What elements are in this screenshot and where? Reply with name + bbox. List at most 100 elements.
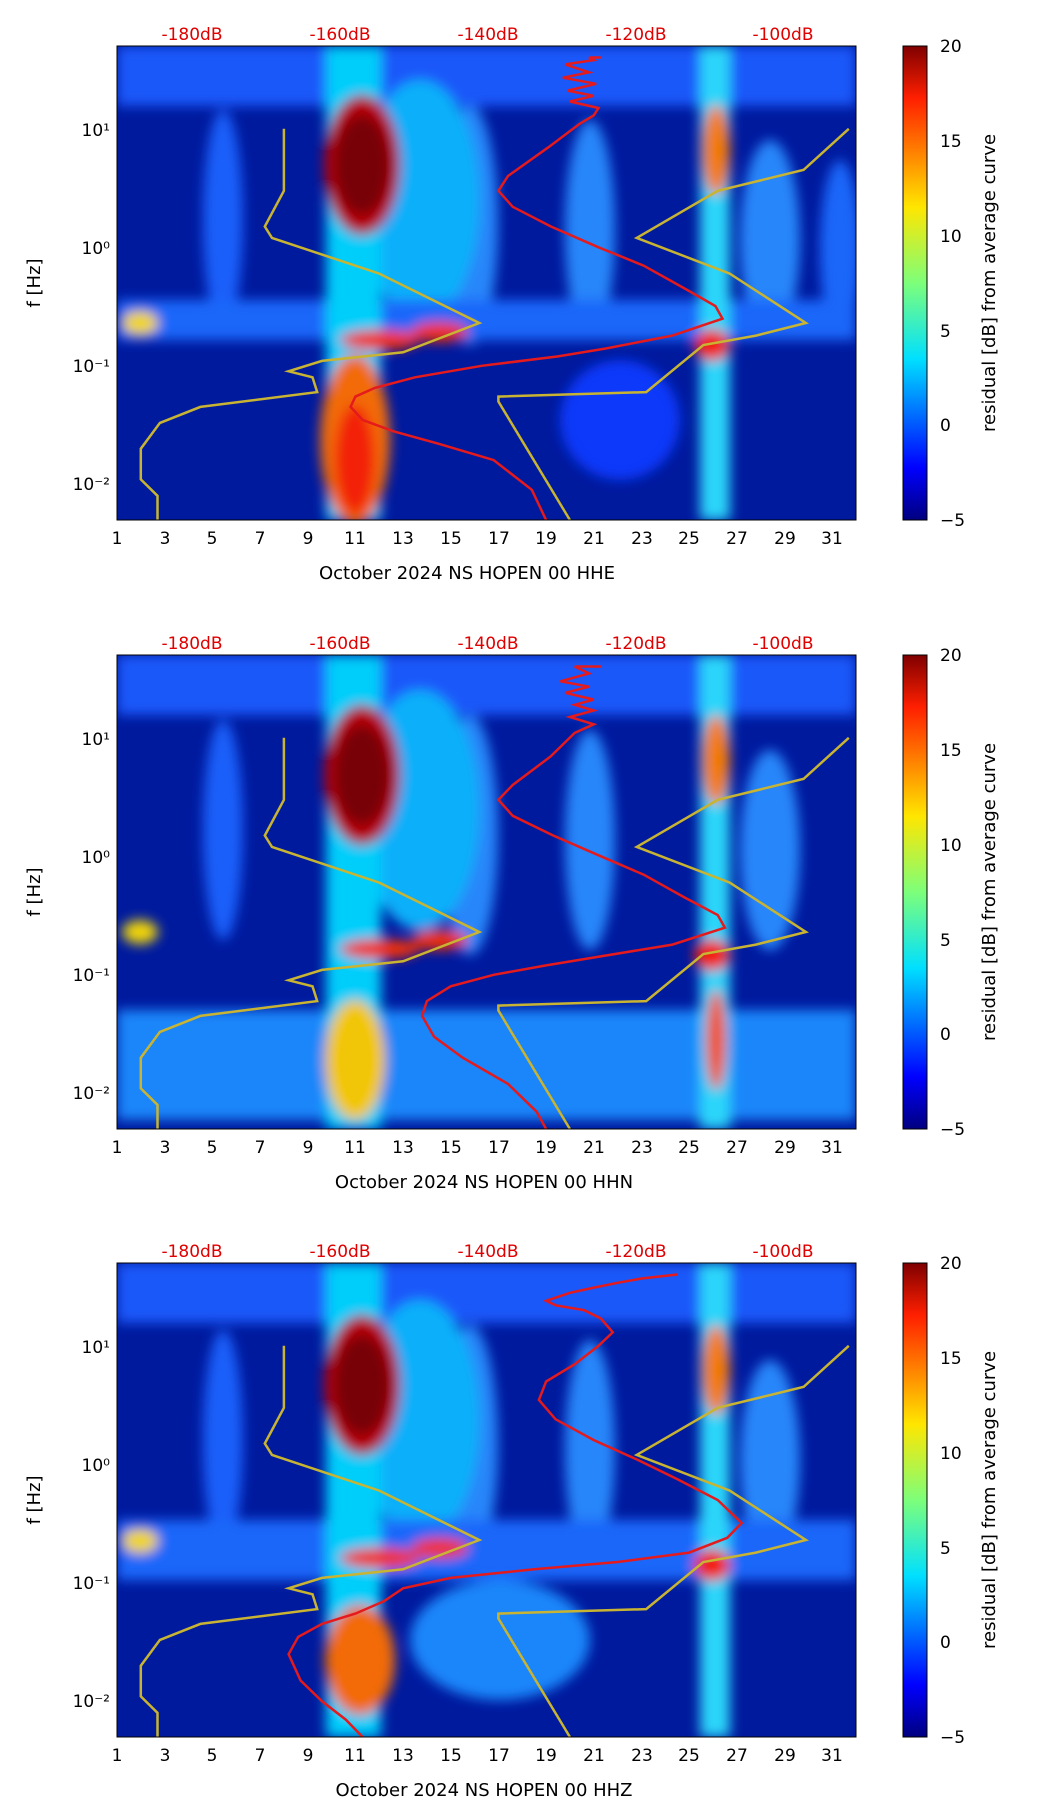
- x-tick-hhz-0: 1: [112, 1746, 123, 1766]
- x-tick-hhz-7: 15: [440, 1746, 462, 1766]
- panel-hhn: -180dB -160dB -140dB -120dB -100dB 10⁻² …: [24, 634, 1000, 1193]
- x-tick-hhe-2: 5: [207, 529, 218, 549]
- cbar-tick-hhz-1: 0: [940, 1633, 951, 1653]
- top-axis-hhe: -180dB -160dB -140dB -120dB -100dB: [161, 25, 813, 45]
- top-tick-hhn-0: -180dB: [161, 634, 222, 654]
- x-tick-hhn-15: 31: [821, 1138, 843, 1158]
- x-tick-hhz-13: 27: [726, 1746, 748, 1766]
- top-tick-hhn-3: -120dB: [605, 634, 666, 654]
- cbar-tick-hhz-2: 5: [940, 1539, 951, 1559]
- x-tick-hhn-9: 19: [535, 1138, 557, 1158]
- cbar-tick-hhe-0: −5: [940, 511, 965, 531]
- y-tick-hhz-1: 10⁻¹: [73, 1574, 110, 1594]
- cbar-tick-hhe-2: 5: [940, 322, 951, 342]
- series-line-hhe-0: [349, 56, 725, 520]
- y-tick-hhn-1: 10⁻¹: [73, 966, 110, 986]
- x-tick-hhe-1: 3: [160, 529, 171, 549]
- x-tick-hhn-14: 29: [774, 1138, 796, 1158]
- x-tick-hhz-11: 23: [631, 1746, 653, 1766]
- series-hhn-lines: [139, 665, 850, 1129]
- colorbar-gradient-hhe: [902, 45, 928, 521]
- top-tick-hhe-1: -160dB: [309, 25, 370, 45]
- colorbar-hhn: −5 0 5 10 15 20 residual [dB] from avera…: [902, 646, 1000, 1140]
- top-tick-hhz-1: -160dB: [309, 1242, 370, 1262]
- x-tick-hhz-3: 7: [255, 1746, 266, 1766]
- cbar-tick-hhe-4: 15: [940, 132, 962, 152]
- top-tick-hhe-2: -140dB: [457, 25, 518, 45]
- cbar-tick-hhn-3: 10: [940, 836, 962, 856]
- x-tick-hhe-12: 25: [678, 529, 700, 549]
- colorbar-label-hhe: residual [dB] from average curve: [979, 134, 1000, 432]
- series-hhz-lines: [139, 1273, 850, 1737]
- x-tick-hhz-14: 29: [774, 1746, 796, 1766]
- colorbar-gradient-hhn: [902, 654, 928, 1130]
- top-tick-hhn-1: -160dB: [309, 634, 370, 654]
- x-tick-hhn-1: 3: [160, 1138, 171, 1158]
- top-tick-hhz-3: -120dB: [605, 1242, 666, 1262]
- x-tick-hhz-10: 21: [583, 1746, 605, 1766]
- x-tick-hhe-4: 9: [303, 529, 314, 549]
- x-tick-hhe-5: 11: [344, 529, 366, 549]
- x-tick-hhz-5: 11: [344, 1746, 366, 1766]
- x-tick-hhe-8: 17: [488, 529, 510, 549]
- x-tick-hhn-3: 7: [255, 1138, 266, 1158]
- spectrogram-hhz: [117, 1263, 856, 1737]
- series-line-hhn-1: [139, 737, 483, 1129]
- x-tick-hhe-9: 19: [535, 529, 557, 549]
- top-tick-hhz-0: -180dB: [161, 1242, 222, 1262]
- series-line-hhz-1: [139, 1345, 483, 1737]
- cbar-tick-hhn-2: 5: [940, 931, 951, 951]
- y-axis-hhe: 10⁻² 10⁻¹ 10⁰ 10¹ f [Hz]: [24, 121, 110, 495]
- y-axis-hhn: 10⁻² 10⁻¹ 10⁰ 10¹ f [Hz]: [24, 730, 110, 1104]
- x-tick-hhn-13: 27: [726, 1138, 748, 1158]
- y-tick-hhe-2: 10⁰: [82, 239, 111, 259]
- y-tick-hhe-3: 10¹: [82, 121, 110, 141]
- x-tick-hhz-4: 9: [303, 1746, 314, 1766]
- panel-hhz: -180dB -160dB -140dB -120dB -100dB 10⁻² …: [24, 1242, 1000, 1801]
- x-tick-hhz-1: 3: [160, 1746, 171, 1766]
- x-tick-hhn-7: 15: [440, 1138, 462, 1158]
- x-tick-hhe-3: 7: [255, 529, 266, 549]
- x-tick-hhn-4: 9: [303, 1138, 314, 1158]
- x-tick-hhz-8: 17: [488, 1746, 510, 1766]
- x-axis-hhn: 1 3 5 7 9 11 13 15 17 19 21 23 25 27 29 …: [112, 1138, 843, 1193]
- x-tick-hhn-10: 21: [583, 1138, 605, 1158]
- x-tick-hhn-11: 23: [631, 1138, 653, 1158]
- x-axis-label-hhn: October 2024 NS HOPEN 00 HHN: [335, 1172, 633, 1193]
- x-axis-label-hhz: October 2024 NS HOPEN 00 HHZ: [335, 1780, 632, 1801]
- plot-frame-hhe: [116, 45, 857, 521]
- cbar-tick-hhn-1: 0: [940, 1025, 951, 1045]
- colorbar-hhz: −5 0 5 10 15 20 residual [dB] from avera…: [902, 1254, 1000, 1748]
- spectrogram-hhe: [117, 46, 856, 520]
- x-tick-hhz-6: 13: [392, 1746, 414, 1766]
- x-tick-hhz-2: 5: [207, 1746, 218, 1766]
- plot-frame-hhn: [116, 654, 857, 1130]
- y-tick-hhe-1: 10⁻¹: [73, 357, 110, 377]
- colorbar-label-hhn: residual [dB] from average curve: [979, 743, 1000, 1041]
- top-tick-hhz-2: -140dB: [457, 1242, 518, 1262]
- colorbar-hhe: −5 0 5 10 15 20 residual [dB] from avera…: [902, 37, 1000, 531]
- colorbar-label-hhz: residual [dB] from average curve: [979, 1351, 1000, 1649]
- top-axis-hhn: -180dB -160dB -140dB -120dB -100dB: [161, 634, 813, 654]
- x-tick-hhn-2: 5: [207, 1138, 218, 1158]
- x-tick-hhz-9: 19: [535, 1746, 557, 1766]
- series-hhe-lines: [139, 56, 850, 520]
- y-tick-hhz-3: 10¹: [82, 1338, 110, 1358]
- series-line-hhz-2: [497, 1344, 850, 1737]
- x-tick-hhe-15: 31: [821, 529, 843, 549]
- cbar-tick-hhn-5: 20: [940, 646, 962, 666]
- x-tick-hhn-8: 17: [488, 1138, 510, 1158]
- x-tick-hhn-12: 25: [678, 1138, 700, 1158]
- y-axis-hhz: 10⁻² 10⁻¹ 10⁰ 10¹ f [Hz]: [24, 1338, 110, 1712]
- top-tick-hhn-4: -100dB: [752, 634, 813, 654]
- series-line-hhe-1: [139, 128, 483, 520]
- top-tick-hhz-4: -100dB: [752, 1242, 813, 1262]
- cbar-tick-hhe-3: 10: [940, 227, 962, 247]
- cbar-tick-hhz-5: 20: [940, 1254, 962, 1274]
- series-line-hhn-0: [420, 665, 727, 1129]
- x-tick-hhe-11: 23: [631, 529, 653, 549]
- x-tick-hhe-10: 21: [583, 529, 605, 549]
- top-tick-hhe-4: -100dB: [752, 25, 813, 45]
- cbar-tick-hhn-0: −5: [940, 1120, 965, 1140]
